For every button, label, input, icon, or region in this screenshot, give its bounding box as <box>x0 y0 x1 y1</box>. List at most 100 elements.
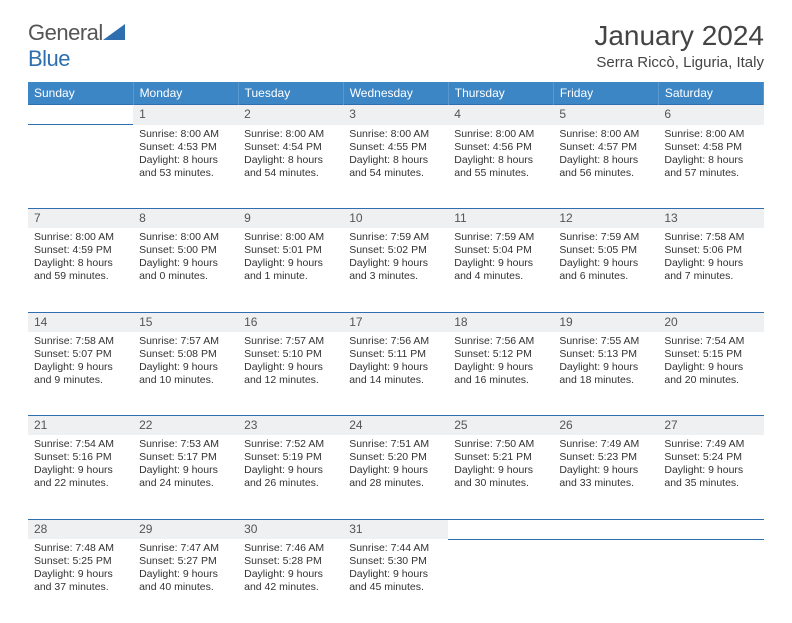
weekday-header: Friday <box>553 82 658 105</box>
day-number-cell: 12 <box>553 209 658 229</box>
day-content-cell: Sunrise: 8:00 AMSunset: 4:55 PMDaylight:… <box>343 125 448 209</box>
day-number-cell: 21 <box>28 416 133 436</box>
daylight-text-1: Daylight: 8 hours <box>349 154 442 167</box>
daylight-text-2: and 18 minutes. <box>559 374 652 387</box>
sunset-text: Sunset: 4:57 PM <box>559 141 652 154</box>
daylight-text-2: and 54 minutes. <box>349 167 442 180</box>
day-number-cell: 4 <box>448 105 553 125</box>
sunrise-text: Sunrise: 8:00 AM <box>454 128 547 141</box>
daylight-text-1: Daylight: 8 hours <box>559 154 652 167</box>
sunset-text: Sunset: 5:12 PM <box>454 348 547 361</box>
daylight-text-1: Daylight: 9 hours <box>139 568 232 581</box>
sunrise-text: Sunrise: 7:47 AM <box>139 542 232 555</box>
day-number-cell: 20 <box>658 312 763 332</box>
content-row: Sunrise: 7:54 AMSunset: 5:16 PMDaylight:… <box>28 435 764 519</box>
daylight-text-2: and 26 minutes. <box>244 477 337 490</box>
daylight-text-2: and 7 minutes. <box>664 270 757 283</box>
day-content-cell: Sunrise: 7:47 AMSunset: 5:27 PMDaylight:… <box>133 539 238 623</box>
sunrise-text: Sunrise: 7:59 AM <box>349 231 442 244</box>
day-number-cell: 15 <box>133 312 238 332</box>
day-number-cell: 8 <box>133 209 238 229</box>
daylight-text-2: and 1 minute. <box>244 270 337 283</box>
sunrise-text: Sunrise: 7:59 AM <box>454 231 547 244</box>
sunset-text: Sunset: 5:11 PM <box>349 348 442 361</box>
day-content-cell: Sunrise: 7:58 AMSunset: 5:07 PMDaylight:… <box>28 332 133 416</box>
weekday-header: Tuesday <box>238 82 343 105</box>
day-content-cell: Sunrise: 7:55 AMSunset: 5:13 PMDaylight:… <box>553 332 658 416</box>
weekday-header: Wednesday <box>343 82 448 105</box>
logo-triangle-icon <box>103 20 125 46</box>
day-number-cell: 25 <box>448 416 553 436</box>
month-title: January 2024 <box>594 20 764 52</box>
day-content-cell: Sunrise: 7:49 AMSunset: 5:24 PMDaylight:… <box>658 435 763 519</box>
day-content-cell: Sunrise: 7:57 AMSunset: 5:08 PMDaylight:… <box>133 332 238 416</box>
daylight-text-1: Daylight: 9 hours <box>139 361 232 374</box>
daylight-text-2: and 16 minutes. <box>454 374 547 387</box>
sunrise-text: Sunrise: 8:00 AM <box>244 231 337 244</box>
logo-part2: Blue <box>28 46 70 71</box>
day-number-cell: 30 <box>238 519 343 539</box>
day-content-cell: Sunrise: 7:46 AMSunset: 5:28 PMDaylight:… <box>238 539 343 623</box>
sunrise-text: Sunrise: 7:46 AM <box>244 542 337 555</box>
day-content-cell: Sunrise: 8:00 AMSunset: 4:53 PMDaylight:… <box>133 125 238 209</box>
day-content-cell: Sunrise: 7:56 AMSunset: 5:12 PMDaylight:… <box>448 332 553 416</box>
day-number-cell: 6 <box>658 105 763 125</box>
day-content-cell: Sunrise: 7:50 AMSunset: 5:21 PMDaylight:… <box>448 435 553 519</box>
sunrise-text: Sunrise: 7:48 AM <box>34 542 127 555</box>
daylight-text-1: Daylight: 8 hours <box>664 154 757 167</box>
sunset-text: Sunset: 5:02 PM <box>349 244 442 257</box>
daylight-text-1: Daylight: 9 hours <box>559 361 652 374</box>
day-number-cell: 18 <box>448 312 553 332</box>
day-number-cell: 27 <box>658 416 763 436</box>
day-number-cell: 17 <box>343 312 448 332</box>
day-content-cell: Sunrise: 7:59 AMSunset: 5:04 PMDaylight:… <box>448 228 553 312</box>
day-content-cell: Sunrise: 7:48 AMSunset: 5:25 PMDaylight:… <box>28 539 133 623</box>
sunset-text: Sunset: 5:10 PM <box>244 348 337 361</box>
daylight-text-1: Daylight: 9 hours <box>454 464 547 477</box>
daylight-text-1: Daylight: 9 hours <box>559 257 652 270</box>
location: Serra Riccò, Liguria, Italy <box>594 54 764 71</box>
daylight-text-1: Daylight: 9 hours <box>454 257 547 270</box>
daylight-text-2: and 35 minutes. <box>664 477 757 490</box>
daylight-text-1: Daylight: 9 hours <box>664 464 757 477</box>
day-number-cell: 1 <box>133 105 238 125</box>
daylight-text-2: and 59 minutes. <box>34 270 127 283</box>
sunrise-text: Sunrise: 7:57 AM <box>139 335 232 348</box>
sunset-text: Sunset: 4:53 PM <box>139 141 232 154</box>
daylight-text-2: and 40 minutes. <box>139 581 232 594</box>
daylight-text-2: and 57 minutes. <box>664 167 757 180</box>
day-content-cell: Sunrise: 7:58 AMSunset: 5:06 PMDaylight:… <box>658 228 763 312</box>
daylight-text-1: Daylight: 9 hours <box>139 464 232 477</box>
content-row: Sunrise: 8:00 AMSunset: 4:59 PMDaylight:… <box>28 228 764 312</box>
day-content-cell: Sunrise: 8:00 AMSunset: 4:54 PMDaylight:… <box>238 125 343 209</box>
daylight-text-1: Daylight: 9 hours <box>454 361 547 374</box>
day-content-cell: Sunrise: 7:44 AMSunset: 5:30 PMDaylight:… <box>343 539 448 623</box>
daylight-text-1: Daylight: 9 hours <box>664 257 757 270</box>
sunset-text: Sunset: 5:15 PM <box>664 348 757 361</box>
daylight-text-1: Daylight: 9 hours <box>349 568 442 581</box>
day-number-cell: 24 <box>343 416 448 436</box>
sunrise-text: Sunrise: 7:55 AM <box>559 335 652 348</box>
daylight-text-1: Daylight: 9 hours <box>349 257 442 270</box>
weekday-header: Sunday <box>28 82 133 105</box>
sunset-text: Sunset: 5:08 PM <box>139 348 232 361</box>
day-number-cell: 7 <box>28 209 133 229</box>
sunset-text: Sunset: 5:13 PM <box>559 348 652 361</box>
day-content-cell: Sunrise: 7:49 AMSunset: 5:23 PMDaylight:… <box>553 435 658 519</box>
sunrise-text: Sunrise: 7:51 AM <box>349 438 442 451</box>
daylight-text-1: Daylight: 9 hours <box>139 257 232 270</box>
sunrise-text: Sunrise: 8:00 AM <box>664 128 757 141</box>
header: GeneralBlue January 2024 Serra Riccò, Li… <box>28 20 764 72</box>
sunrise-text: Sunrise: 7:50 AM <box>454 438 547 451</box>
daynum-row: 28293031 <box>28 519 764 539</box>
sunrise-text: Sunrise: 7:49 AM <box>559 438 652 451</box>
daynum-row: 123456 <box>28 105 764 125</box>
daylight-text-2: and 56 minutes. <box>559 167 652 180</box>
daylight-text-1: Daylight: 9 hours <box>349 464 442 477</box>
sunset-text: Sunset: 5:28 PM <box>244 555 337 568</box>
sunset-text: Sunset: 5:16 PM <box>34 451 127 464</box>
sunset-text: Sunset: 5:17 PM <box>139 451 232 464</box>
logo: GeneralBlue <box>28 20 125 72</box>
daylight-text-1: Daylight: 9 hours <box>34 464 127 477</box>
day-number-cell: 13 <box>658 209 763 229</box>
